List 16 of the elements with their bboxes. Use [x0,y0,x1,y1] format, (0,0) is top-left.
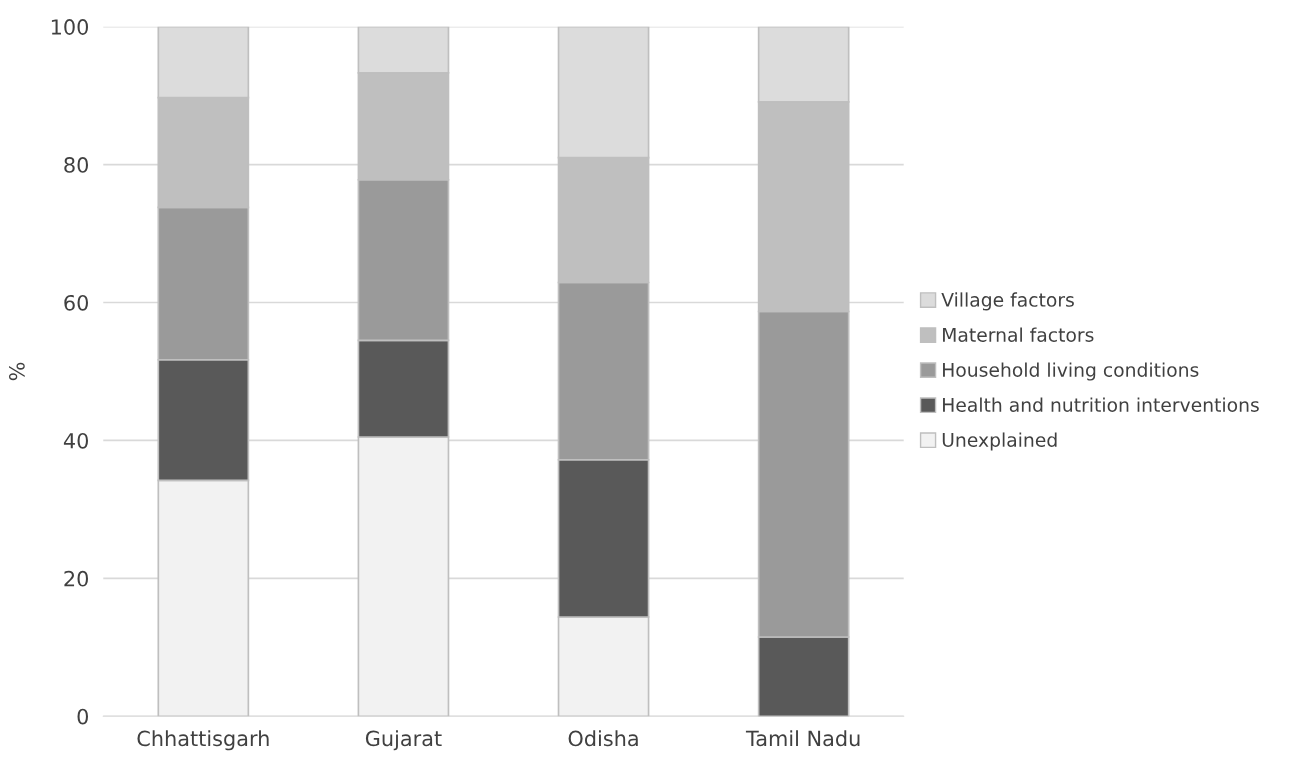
legend-label: Health and nutrition interventions [943,397,1259,412]
legend-label: Village factors [941,292,1074,311]
y-tick-label: 100 [51,19,89,35]
legend-label: Unexplained [942,432,1057,451]
y-tick-label: 0 [77,708,89,725]
legend-label: Maternal factors [943,327,1094,342]
y-tick-label: 20 [64,570,89,587]
x-tick-label: Chhattisgarh [137,730,269,751]
y-tick-label: 40 [63,432,89,449]
x-tick-label: Gujarat [365,730,442,751]
y-tick-label: 60 [64,294,89,311]
x-tick-label: Tamil Nadu [745,730,860,747]
legend-label: Household living conditions [943,362,1199,381]
y-axis-title: % [9,362,25,381]
y-tick-label: 80 [64,157,89,173]
x-tick-label: Odisha [568,730,638,747]
